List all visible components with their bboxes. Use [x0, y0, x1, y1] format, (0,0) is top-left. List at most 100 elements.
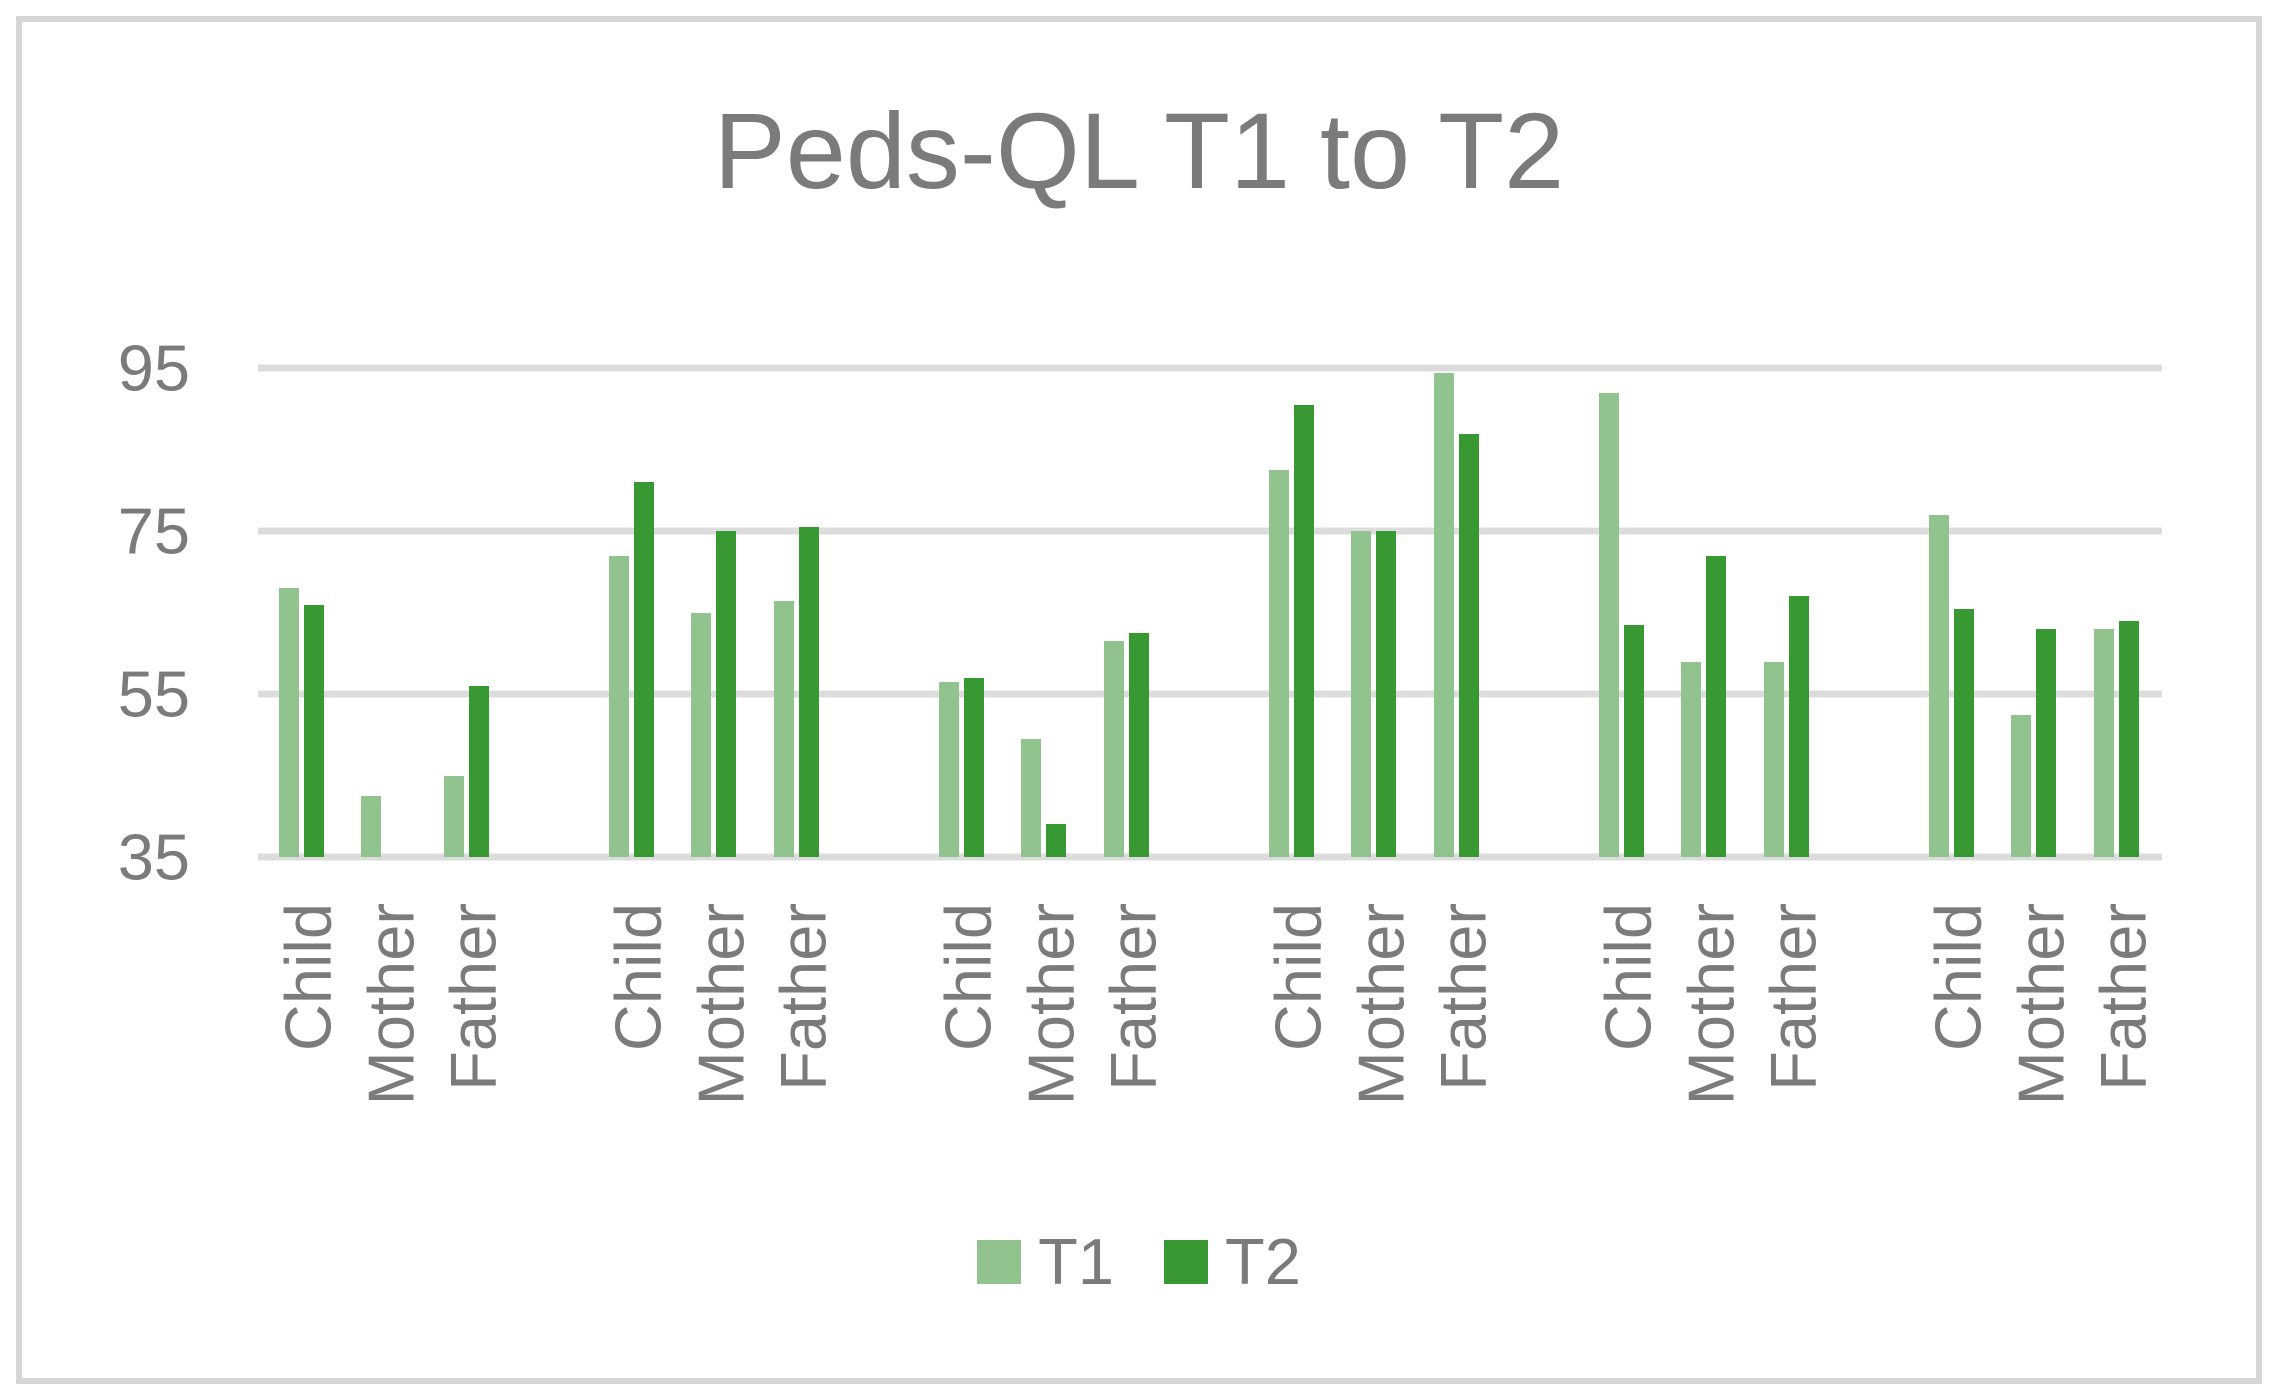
chart-title: Peds-QL T1 to T2: [713, 90, 1565, 211]
bar-pair: [278, 588, 324, 857]
x-slot: Mother: [1993, 903, 2078, 1213]
bar-t1-child-g2: [608, 555, 629, 857]
bar-pair: [1763, 596, 1809, 857]
category-slot: [1003, 287, 1086, 857]
bar-t1-mother-g4: [1351, 531, 1372, 857]
gridline-75: [258, 527, 2162, 535]
bar-group-3: [920, 287, 1168, 857]
x-tick-label: Child: [931, 903, 1005, 1052]
x-tick-label: Mother: [354, 903, 428, 1106]
bar-pair: [1433, 372, 1479, 857]
bar-t2-mother-g5: [1706, 555, 1727, 857]
x-slot: Child: [260, 903, 345, 1213]
x-slot: Child: [1250, 903, 1335, 1213]
x-slot: Mother: [673, 903, 758, 1213]
legend-item-t1: T1: [977, 1226, 1114, 1298]
x-label-group-5: Child Mother Father: [1580, 903, 1830, 1213]
category-slot: [1250, 287, 1333, 857]
bar-pair: [1928, 515, 1974, 857]
category-slot: [343, 287, 426, 857]
bar-t1-mother-g6: [2011, 714, 2032, 857]
legend-swatch-t2-icon: [1164, 1239, 1208, 1284]
bar-t2-father-g4: [1458, 433, 1479, 857]
category-slot: [920, 287, 1003, 857]
x-tick-label: Child: [271, 903, 345, 1052]
bar-t2-child-g2: [633, 482, 654, 857]
x-slot: Father: [1415, 903, 1500, 1213]
bar-pair: [361, 795, 406, 857]
category-slot: [1910, 287, 1993, 857]
bar-t1-child-g6: [1928, 515, 1949, 857]
bar-t2-father-g5: [1788, 596, 1809, 857]
bar-t1-child-g1: [278, 588, 299, 857]
x-slot: Father: [2075, 903, 2160, 1213]
y-tick-label-95: 95: [117, 331, 190, 405]
bar-pair: [2011, 629, 2057, 857]
bar-group-4: [1250, 287, 1498, 857]
bar-t1-child-g4: [1268, 470, 1289, 857]
category-slot: [755, 287, 838, 857]
bar-t1-father-g4: [1433, 372, 1454, 857]
bar-t1-father-g5: [1763, 661, 1784, 857]
category-slot: [673, 287, 756, 857]
category-slot: [1333, 287, 1416, 857]
x-label-group-4: Child Mother Father: [1250, 903, 1500, 1213]
gridline-35: [258, 853, 2162, 861]
bar-t2-mother-g2: [716, 531, 737, 857]
bar-pair: [938, 677, 984, 857]
bar-t2-child-g3: [963, 677, 984, 857]
bar-t2-mother-g3: [1046, 824, 1067, 857]
x-tick-label: Mother: [684, 903, 758, 1106]
bar-t2-child-g4: [1293, 405, 1314, 857]
x-slot: Father: [1085, 903, 1170, 1213]
y-tick-label-35: 35: [117, 820, 190, 894]
x-tick-label: Father: [436, 903, 510, 1091]
category-slot: [1993, 287, 2076, 857]
gridline-55: [258, 690, 2162, 698]
x-slot: Mother: [1003, 903, 1087, 1213]
x-tick-label: Mother: [1344, 903, 1418, 1106]
bar-t1-mother-g3: [1021, 738, 1042, 857]
bar-t2-child-g1: [303, 604, 324, 857]
legend-label-t1: T1: [1038, 1225, 1114, 1298]
category-slot: [1580, 287, 1663, 857]
x-tick-label: Father: [2086, 903, 2160, 1091]
bar-t1-father-g2: [773, 600, 794, 857]
x-tick-label: Father: [1756, 903, 1830, 1091]
bar-pair: [2093, 620, 2139, 857]
bar-t2-mother-g6: [2036, 629, 2057, 857]
x-slot: Father: [1745, 903, 1830, 1213]
x-tick-label: Child: [1591, 903, 1665, 1052]
x-axis: Child Mother Father Child Mother Father Child M…: [260, 903, 2160, 1213]
category-slot: [1745, 287, 1828, 857]
x-tick-label: Child: [1261, 903, 1335, 1052]
bar-pair: [773, 527, 819, 857]
bar-pair: [443, 686, 489, 857]
gridline-95: [258, 364, 2162, 372]
bar-t2-father-g2: [798, 527, 819, 857]
legend-item-t2: T2: [1164, 1226, 1301, 1298]
bar-pair: [691, 531, 737, 857]
plot-area: [258, 287, 2162, 861]
category-slot: [1085, 287, 1168, 857]
x-tick-label: Child: [1921, 903, 1995, 1052]
bar-t1-child-g3: [938, 681, 959, 857]
x-slot: Mother: [343, 903, 428, 1213]
x-tick-label: Father: [1426, 903, 1500, 1091]
x-slot: Father: [755, 903, 840, 1213]
x-tick-label: Father: [766, 903, 840, 1091]
x-label-group-6: Child Mother Father: [1910, 903, 2160, 1213]
x-label-group-2: Child Mother Father: [590, 903, 840, 1213]
bar-t1-mother-g2: [691, 612, 712, 857]
x-slot: Father: [425, 903, 510, 1213]
x-tick-label: Mother: [2004, 903, 2078, 1106]
x-slot: Child: [1910, 903, 1995, 1213]
bar-pair: [608, 482, 654, 857]
category-slot: [260, 287, 343, 857]
bar-group-1: [260, 287, 508, 857]
bar-t2-child-g5: [1623, 624, 1644, 857]
bar-t2-father-g3: [1128, 633, 1149, 857]
bar-t1-mother-g5: [1681, 661, 1702, 857]
x-tick-label: Child: [601, 903, 675, 1052]
